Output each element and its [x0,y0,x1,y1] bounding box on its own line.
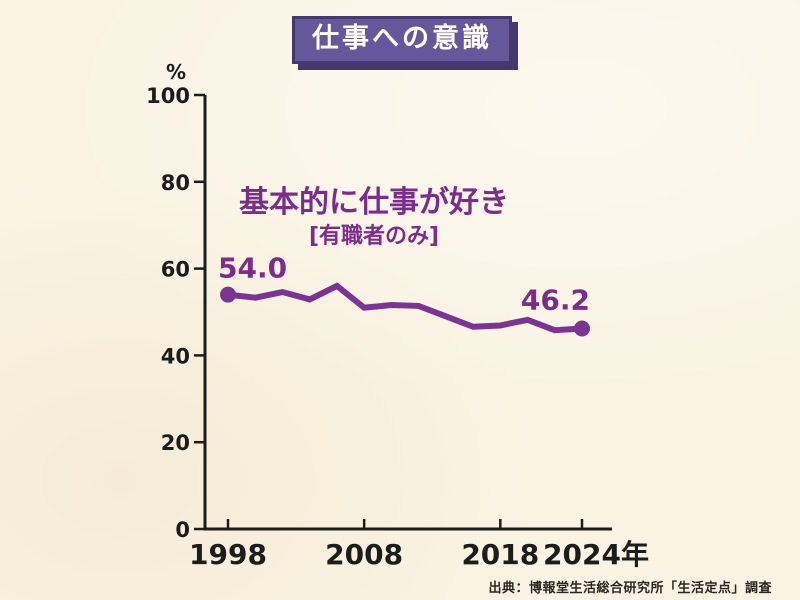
y-axis-tick-label: 60 [161,258,190,282]
page-title: 仕事への意識 [312,23,492,54]
data-point-last [574,320,590,337]
y-axis-unit-label: % [166,60,186,84]
series-annotation-subtitle: [有職者のみ] [309,223,439,249]
y-axis-tick-label: 20 [161,431,190,455]
value-label-first: 54.0 [218,252,287,285]
y-axis-tick-label: 80 [161,171,190,195]
page-title-banner: 仕事への意識 [292,16,512,64]
x-axis-tick-label: 2024年 [543,538,649,571]
x-axis-tick-label: 1998 [189,538,267,571]
y-axis-tick-label: 40 [161,344,190,368]
x-axis-tick-label: 2018 [461,538,539,571]
value-label-last: 46.2 [521,283,590,316]
y-axis-tick-label: 100 [146,84,190,108]
x-axis-tick-label: 2008 [325,538,403,571]
data-line [225,282,585,334]
y-axis-tick-label: 0 [175,518,190,542]
source-credit: 出典：博報堂生活総合研究所「生活定点」調査 [488,581,772,596]
series-annotation-title: 基本的に仕事が好き [239,185,509,220]
data-point-first [220,286,236,303]
